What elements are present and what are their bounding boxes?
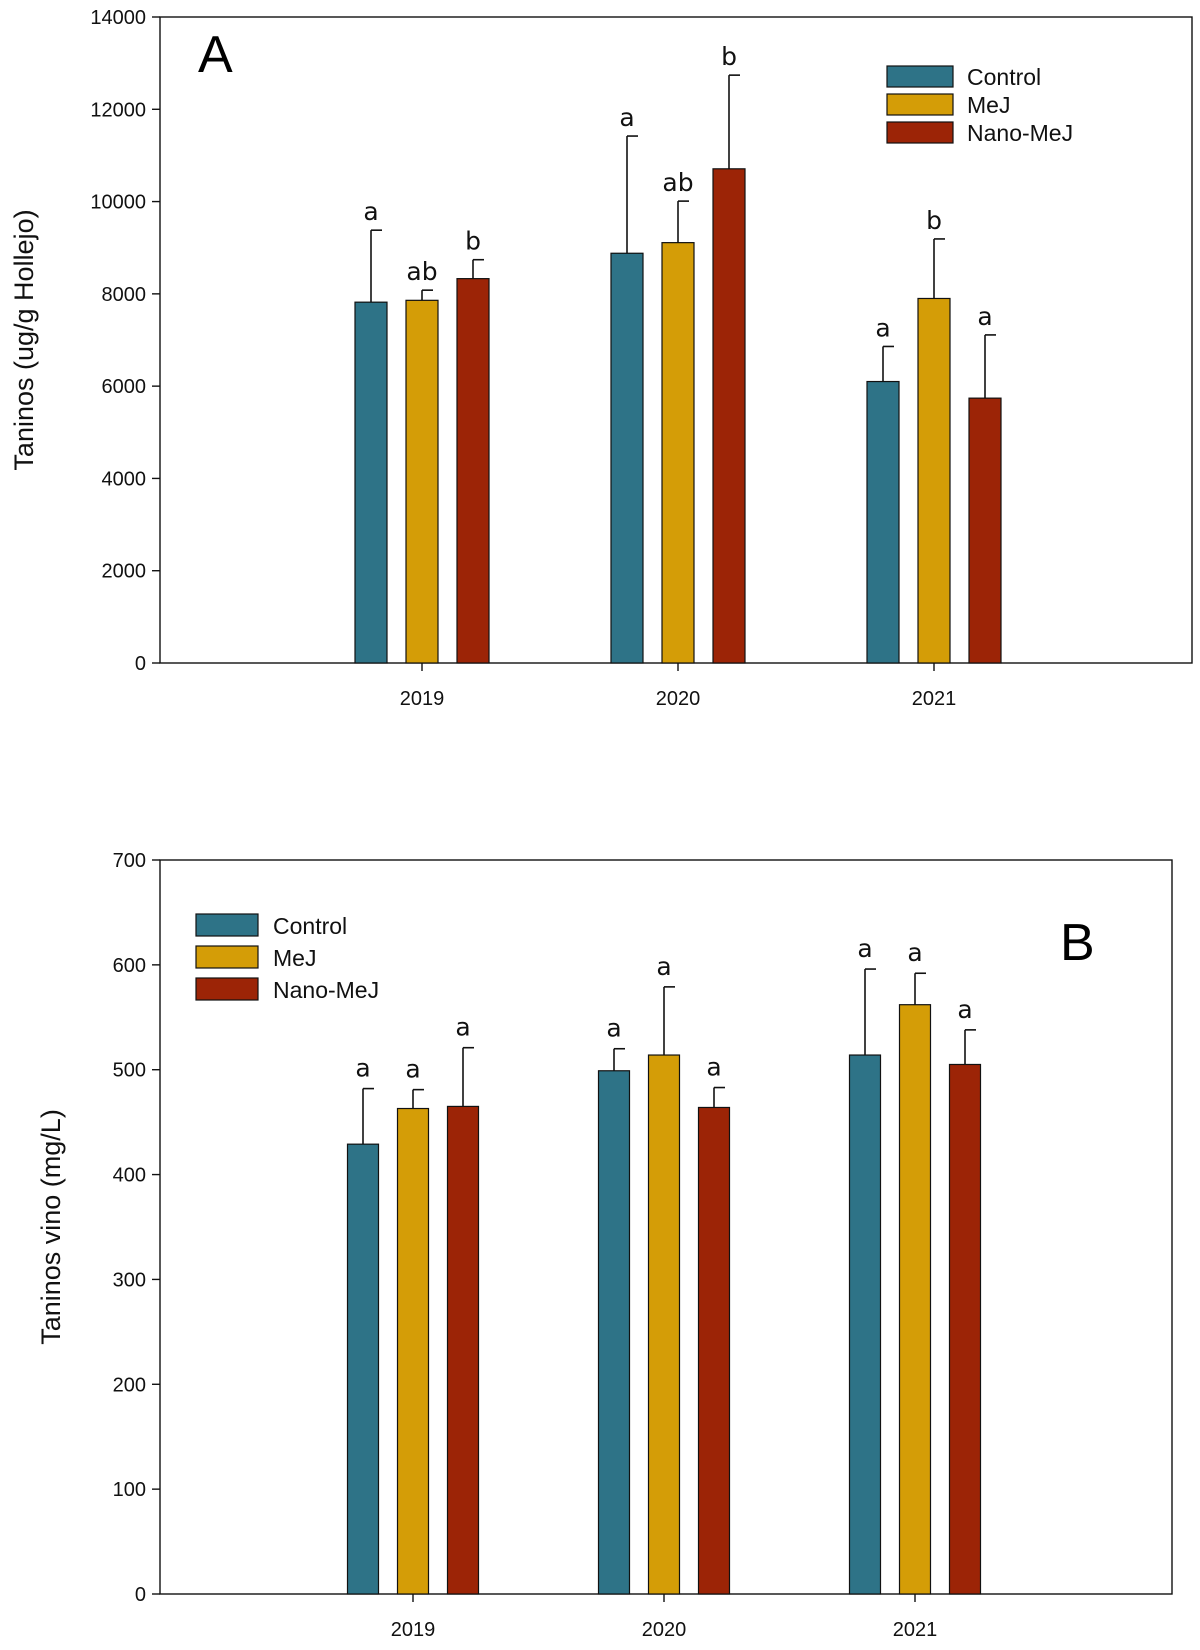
y-tick-label: 600 xyxy=(113,955,146,977)
y-tick-label: 0 xyxy=(135,1584,146,1606)
bar xyxy=(405,299,439,664)
y-tick-label: 4000 xyxy=(102,468,147,490)
bar xyxy=(597,1070,631,1595)
x-tick-label: 2020 xyxy=(642,1619,687,1641)
bar xyxy=(354,301,388,664)
panel-label: A xyxy=(198,26,233,84)
legend-swatch xyxy=(886,93,954,116)
legend-label: Nano-MeJ xyxy=(273,977,379,1003)
significance-label: a xyxy=(355,1054,370,1083)
significance-label: a xyxy=(875,313,890,342)
bar xyxy=(446,1105,480,1595)
significance-label: a xyxy=(606,1014,621,1043)
significance-label: b xyxy=(721,42,737,71)
y-tick-label: 6000 xyxy=(102,376,147,398)
significance-label: a xyxy=(907,938,922,967)
y-axis-title: Taninos vino (mg/L) xyxy=(36,1109,66,1345)
significance-label: a xyxy=(857,934,872,963)
y-tick-label: 300 xyxy=(113,1269,146,1291)
y-tick-label: 12000 xyxy=(90,99,146,121)
bar xyxy=(610,252,644,664)
bar xyxy=(712,168,746,664)
y-tick-label: 100 xyxy=(113,1479,146,1501)
bar xyxy=(948,1063,982,1595)
panel-label: B xyxy=(1060,914,1095,972)
legend-swatch xyxy=(886,121,954,144)
bar xyxy=(968,397,1002,664)
bar xyxy=(898,1004,932,1595)
legend-swatch xyxy=(195,913,259,937)
legend: Control MeJ Nano-MeJ xyxy=(195,913,379,1003)
y-tick-label: 400 xyxy=(113,1165,146,1187)
series-mej: a a a xyxy=(396,938,932,1595)
legend-swatch xyxy=(886,65,954,88)
bar xyxy=(697,1106,731,1595)
y-tick-label: 500 xyxy=(113,1060,146,1082)
series-nano-mej: b b a xyxy=(456,42,1002,664)
bar xyxy=(917,297,951,664)
bar xyxy=(866,380,900,664)
significance-label: a xyxy=(656,952,671,981)
significance-label: a xyxy=(405,1055,420,1084)
y-tick-label: 8000 xyxy=(102,284,147,306)
series-control: a a a xyxy=(354,103,900,664)
y-tick-label: 200 xyxy=(113,1374,146,1396)
significance-label: a xyxy=(977,302,992,331)
significance-label: a xyxy=(619,103,634,132)
y-tick-label: 14000 xyxy=(90,7,146,29)
legend-swatch xyxy=(195,945,259,969)
y-tick-label: 700 xyxy=(113,850,146,872)
bar xyxy=(848,1054,882,1595)
significance-label: ab xyxy=(406,257,437,286)
legend-label: MeJ xyxy=(967,92,1010,118)
legend-swatch xyxy=(195,977,259,1001)
legend-label: Control xyxy=(273,913,347,939)
bar xyxy=(396,1107,430,1595)
bar xyxy=(346,1143,380,1595)
significance-label: b xyxy=(926,206,942,235)
significance-label: b xyxy=(465,227,481,256)
y-tick-label: 10000 xyxy=(90,192,146,214)
significance-label: a xyxy=(455,1013,470,1042)
y-tick-label: 2000 xyxy=(102,561,147,583)
series-nano-mej: a a a xyxy=(446,995,982,1595)
significance-label: a xyxy=(957,995,972,1024)
series-control: a a a xyxy=(346,934,882,1595)
x-tick-label: 2019 xyxy=(400,688,445,710)
legend-label: MeJ xyxy=(273,945,316,971)
legend-label: Nano-MeJ xyxy=(967,120,1073,146)
bar xyxy=(647,1054,681,1595)
x-tick-label: 2021 xyxy=(893,1619,938,1641)
y-axis-title: Taninos (ug/g Hollejo) xyxy=(9,209,39,470)
x-tick-label: 2021 xyxy=(912,688,957,710)
significance-label: ab xyxy=(662,168,693,197)
significance-label: a xyxy=(363,197,378,226)
x-tick-label: 2020 xyxy=(656,688,701,710)
legend-label: Control xyxy=(967,64,1041,90)
bar xyxy=(456,278,490,664)
y-tick-label: 0 xyxy=(135,653,146,675)
chart-a: 0 2000 4000 6000 8000 10000 12000 14000 2019 2020… xyxy=(9,7,1193,710)
x-tick-label: 2019 xyxy=(391,1619,436,1641)
bar xyxy=(661,242,695,664)
significance-label: a xyxy=(706,1053,721,1082)
